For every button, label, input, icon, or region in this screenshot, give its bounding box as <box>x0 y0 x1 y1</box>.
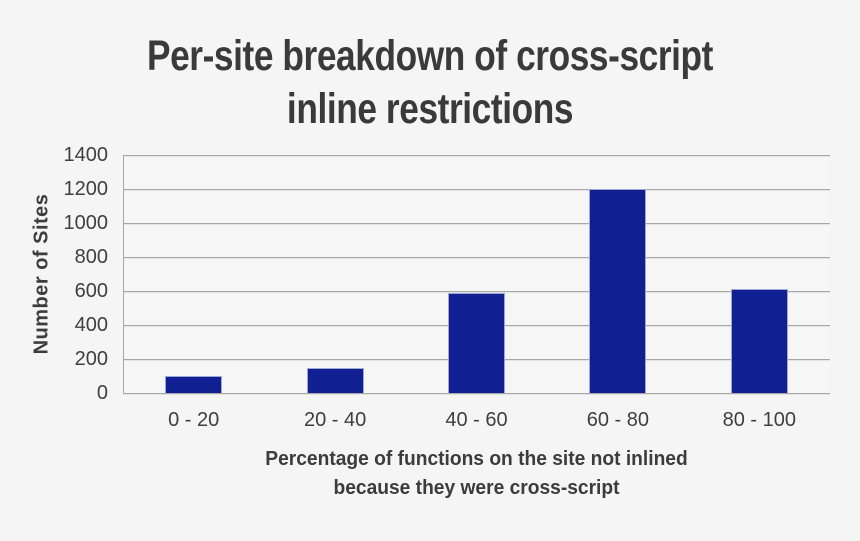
chart-title-line-2: inline restrictions <box>286 85 574 133</box>
y-tick-label-200: 200 <box>74 348 108 370</box>
x-tick-label-3: 40 - 60 <box>445 409 508 431</box>
bar-40-60 <box>448 292 505 393</box>
bar-60-80 <box>589 189 647 393</box>
y-tick-label-0: 0 <box>96 382 108 404</box>
gridline-1000 <box>123 223 830 224</box>
x-axis-title-line-1: Percentage of functions on the site not … <box>265 448 688 470</box>
y-tick-label-1200: 1200 <box>63 178 109 200</box>
y-axis-title: Number of Sites <box>30 193 53 355</box>
y-axis-line <box>123 155 124 394</box>
y-tick-label-1000: 1000 <box>63 212 109 234</box>
x-axis-title-line-2: because they were cross-script <box>333 477 620 499</box>
y-tick-label-800: 800 <box>74 246 108 268</box>
y-tick-label-1400: 1400 <box>63 144 109 166</box>
x-tick-label-4: 60 - 80 <box>586 409 650 431</box>
gridline-800 <box>123 257 830 258</box>
gridline-1200 <box>123 189 830 190</box>
x-tick-label-5: 80 - 100 <box>722 409 796 431</box>
plot-area <box>123 155 830 394</box>
y-tick-label-600: 600 <box>74 280 108 302</box>
bar-0-20 <box>165 376 223 393</box>
y-tick-label-400: 400 <box>74 314 108 336</box>
gridline-600 <box>123 291 830 292</box>
chart-title: Per-site breakdown of cross-script inline… <box>0 30 860 136</box>
bar-20-40 <box>306 367 364 393</box>
gridline-0 <box>123 393 830 394</box>
bar-80-100 <box>730 289 788 393</box>
gridline-1400 <box>123 155 830 156</box>
x-tick-label-2: 20 - 40 <box>303 409 367 431</box>
x-tick-label-1: 0 - 20 <box>168 409 220 431</box>
x-axis-title: Percentage of functions on the site not … <box>123 445 830 503</box>
chart-title-line-1: Per-site breakdown of cross-script <box>146 32 714 80</box>
